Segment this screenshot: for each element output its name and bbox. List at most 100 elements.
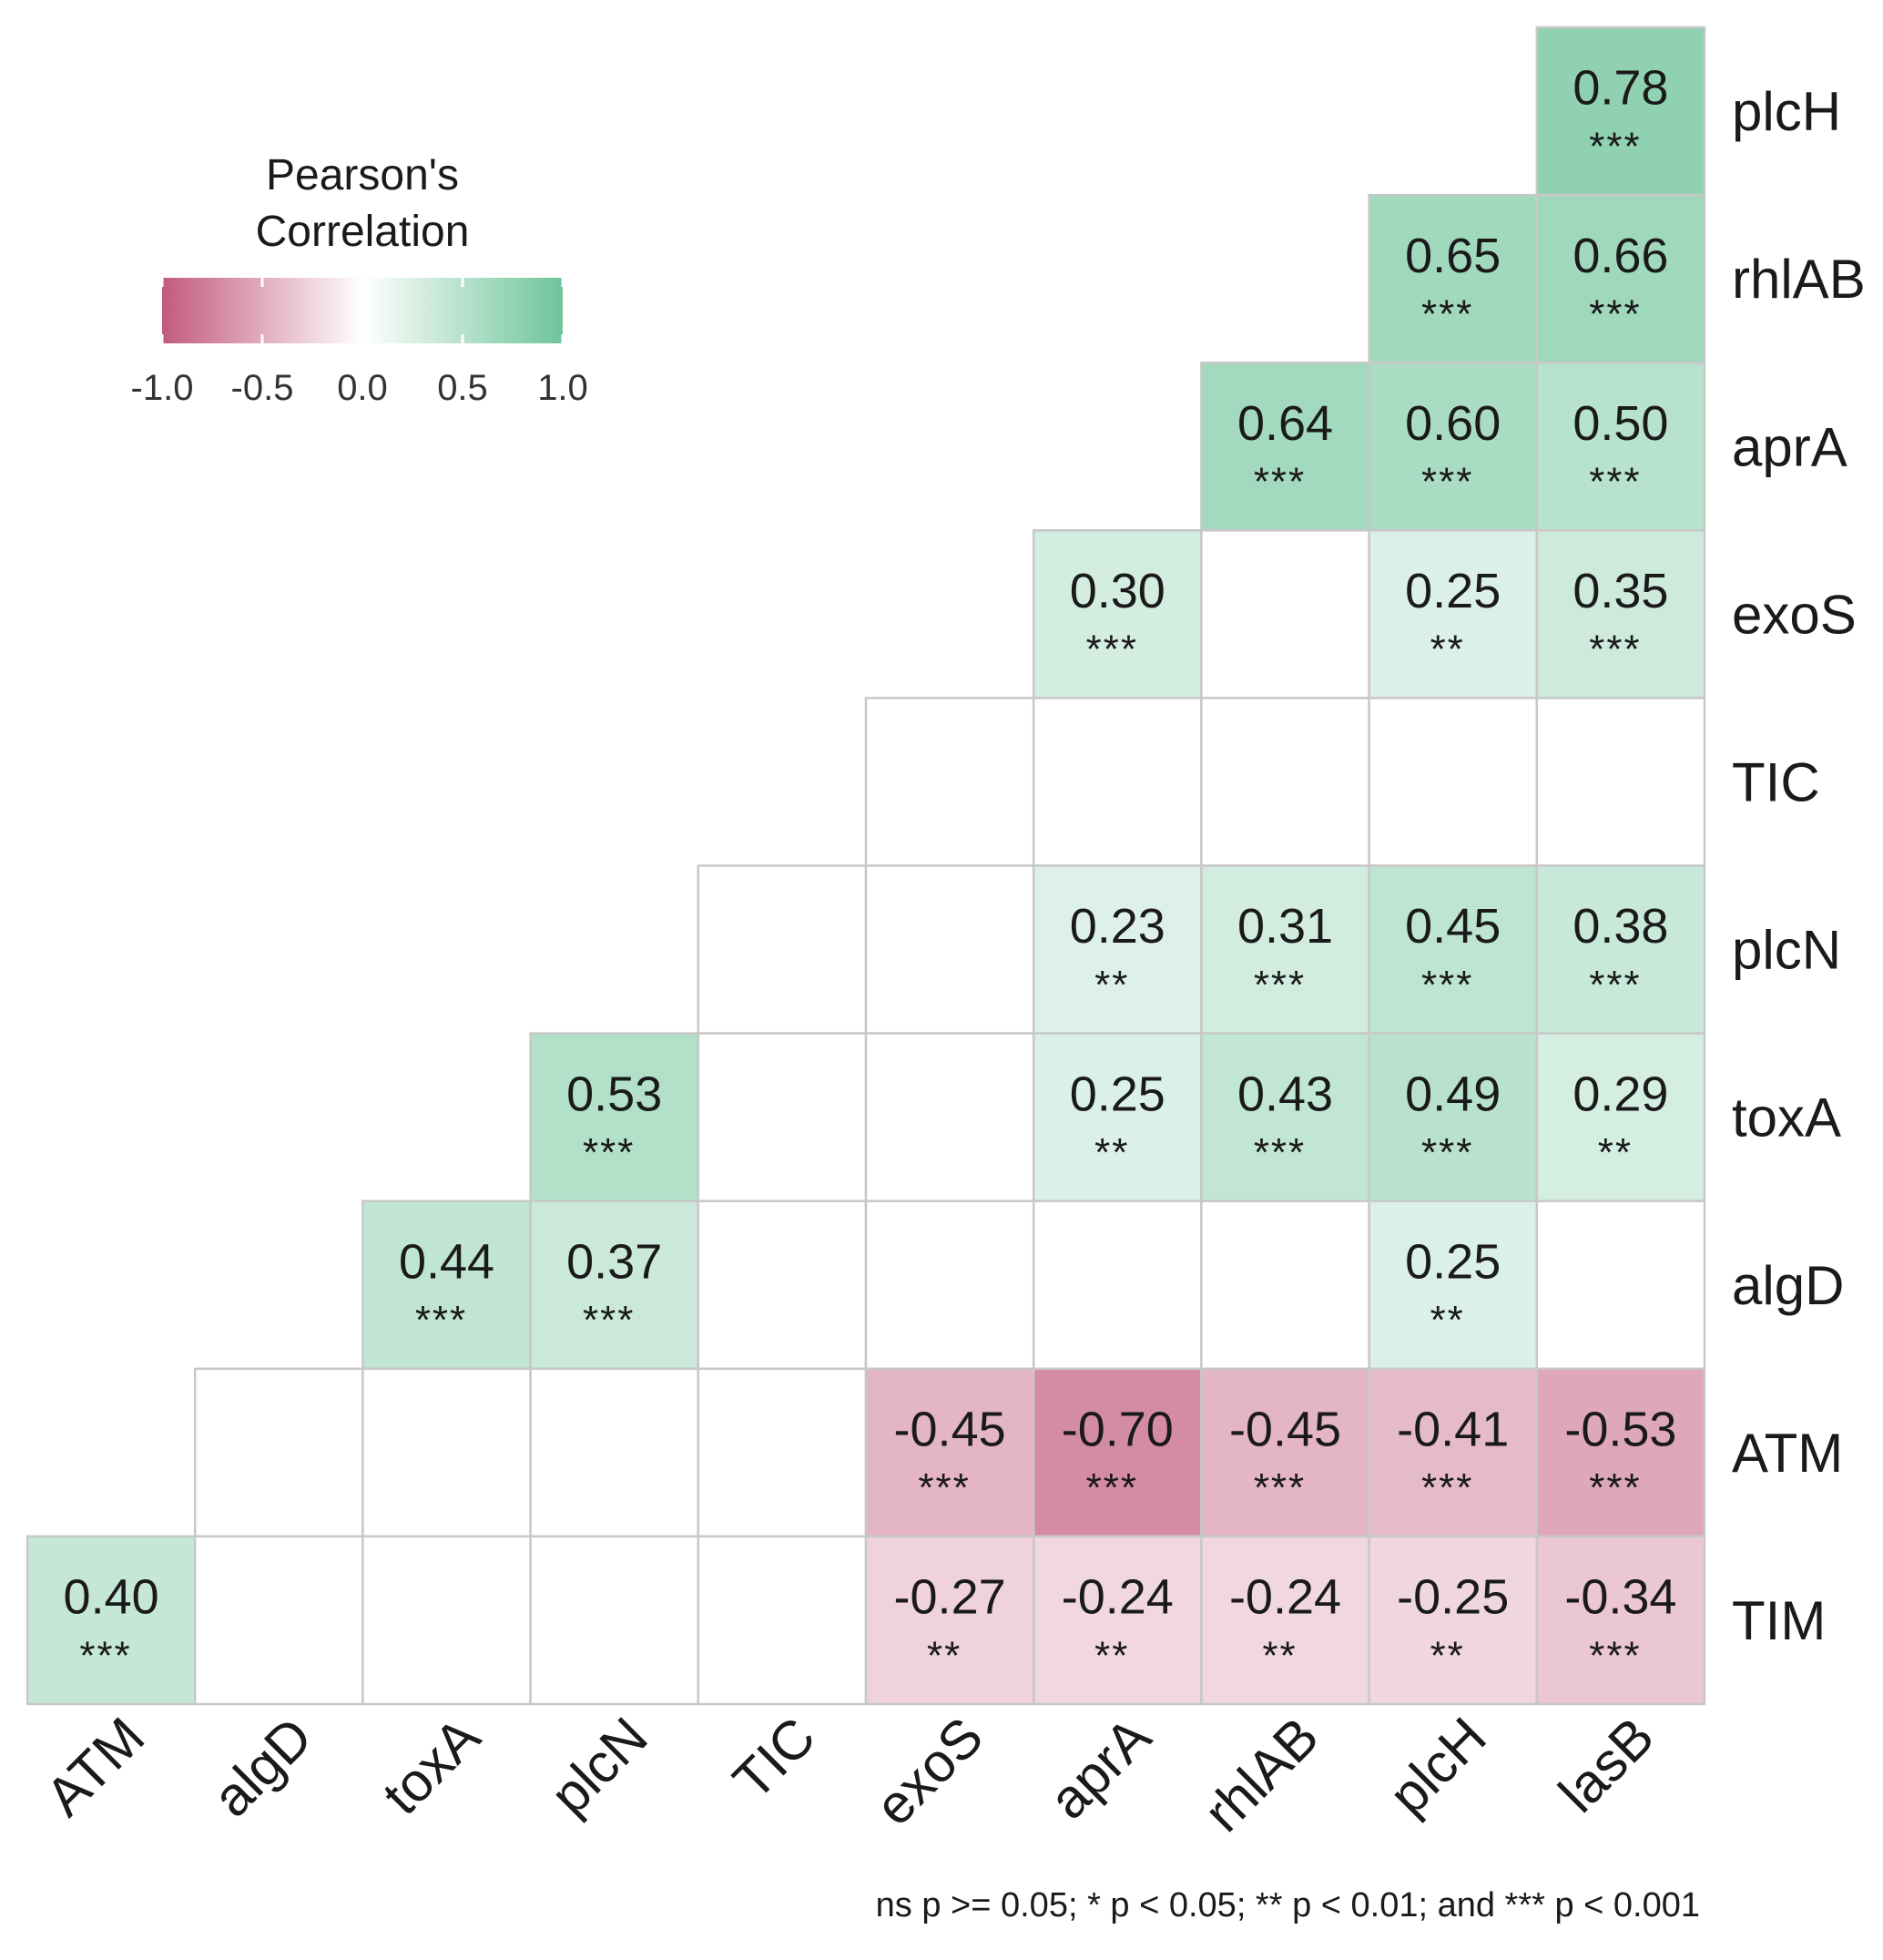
heatmap-cell-rect bbox=[697, 1032, 868, 1202]
heatmap-cell-rect bbox=[864, 1032, 1035, 1202]
cell-value-label: -0.27 bbox=[894, 1570, 1006, 1625]
heatmap-cell: 0.31 *** bbox=[1200, 864, 1370, 1035]
cell-significance-label: *** bbox=[583, 1130, 635, 1175]
heatmap-cell bbox=[1200, 1199, 1370, 1371]
heatmap-cell: 0.35 *** bbox=[1535, 529, 1706, 699]
cell-value-label: 0.31 bbox=[1237, 899, 1333, 954]
heatmap-cell-rect bbox=[1368, 1032, 1539, 1202]
column-label-plcn: plcN bbox=[539, 1706, 659, 1826]
cell-significance-label: *** bbox=[415, 1298, 467, 1342]
cell-significance-label: ** bbox=[1094, 1633, 1129, 1678]
cell-significance-label: *** bbox=[1589, 963, 1641, 1007]
heatmap-cell bbox=[864, 697, 1035, 867]
heatmap-cell-rect bbox=[1200, 1032, 1370, 1202]
cell-value-label: 0.30 bbox=[1070, 564, 1165, 618]
heatmap-cell: 0.25 ** bbox=[1368, 529, 1539, 699]
cell-significance-label: *** bbox=[1254, 460, 1306, 505]
heatmap-cell-rect bbox=[1200, 697, 1370, 867]
cell-value-label: 0.78 bbox=[1573, 61, 1668, 116]
heatmap-cell-rect bbox=[1535, 697, 1706, 867]
cell-significance-label: *** bbox=[1086, 1465, 1138, 1510]
heatmap-cell bbox=[1535, 1199, 1706, 1371]
heatmap-cell: 0.45 *** bbox=[1368, 864, 1539, 1035]
column-label-plch: plcH bbox=[1378, 1706, 1498, 1826]
cell-significance-label: *** bbox=[1421, 292, 1473, 337]
column-label-toxa: toxA bbox=[371, 1706, 491, 1826]
heatmap-cell-rect bbox=[1535, 26, 1706, 197]
cell-value-label: 0.64 bbox=[1237, 396, 1333, 451]
heatmap-cell-rect bbox=[697, 1199, 868, 1371]
cell-value-label: -0.45 bbox=[894, 1402, 1006, 1456]
heatmap-cell-rect bbox=[1535, 1199, 1706, 1371]
heatmap-cell-rect bbox=[1535, 193, 1706, 364]
heatmap-cell-rect bbox=[1200, 864, 1370, 1035]
cell-value-label: 0.38 bbox=[1573, 899, 1668, 954]
cell-significance-label: ** bbox=[1262, 1633, 1297, 1678]
cell-value-label: 0.44 bbox=[399, 1234, 494, 1289]
cell-value-label: 0.25 bbox=[1405, 1234, 1501, 1289]
cell-significance-label: *** bbox=[1589, 1465, 1641, 1510]
heatmap-cell-rect bbox=[1032, 1367, 1203, 1538]
heatmap-cell-rect bbox=[1368, 1535, 1539, 1706]
cell-significance-label: ** bbox=[1430, 1633, 1465, 1678]
row-label-apra: aprA bbox=[1732, 416, 1847, 477]
heatmap-cell bbox=[697, 1199, 868, 1371]
color-legend: Pearson's Correlation -1.0 -0.5 0.0 0.5 1.0 bbox=[131, 151, 588, 408]
heatmap-cell-rect bbox=[1200, 1199, 1370, 1371]
legend-tick-label: 1.0 bbox=[537, 368, 588, 408]
legend-tick-label: -1.0 bbox=[131, 368, 194, 408]
heatmap-cell: -0.45 *** bbox=[864, 1367, 1035, 1538]
column-label-tic: TIC bbox=[721, 1706, 827, 1812]
heatmap-cell: 0.37 *** bbox=[529, 1199, 700, 1371]
legend-tick-label: 0.0 bbox=[337, 368, 388, 408]
heatmap-cell: 0.66 *** bbox=[1535, 193, 1706, 364]
heatmap-cell: 0.38 *** bbox=[1535, 864, 1706, 1035]
cell-significance-label: *** bbox=[1254, 1130, 1306, 1175]
heatmap-cell-rect bbox=[864, 697, 1035, 867]
heatmap-cell-rect bbox=[1368, 529, 1539, 699]
heatmap-cell bbox=[864, 1199, 1035, 1371]
cell-significance-label: *** bbox=[1589, 628, 1641, 672]
heatmap-cell-rect bbox=[361, 1199, 532, 1371]
heatmap-cell: -0.27 ** bbox=[864, 1535, 1035, 1706]
heatmap-cell-rect bbox=[864, 864, 1035, 1035]
cell-value-label: -0.45 bbox=[1229, 1402, 1341, 1456]
cell-value-label: -0.25 bbox=[1397, 1570, 1509, 1625]
heatmap-cell bbox=[193, 1535, 364, 1706]
heatmap-cell: -0.24 ** bbox=[1032, 1535, 1203, 1706]
heatmap-cell bbox=[193, 1367, 364, 1538]
heatmap-cell: 0.25 ** bbox=[1368, 1199, 1539, 1371]
cell-value-label: 0.60 bbox=[1405, 396, 1501, 451]
heatmap-cell bbox=[1200, 529, 1370, 699]
cell-value-label: 0.35 bbox=[1573, 564, 1668, 618]
row-label-tim: TIM bbox=[1732, 1590, 1826, 1651]
cell-significance-label: ** bbox=[1430, 1298, 1465, 1342]
heatmap-cell bbox=[697, 1032, 868, 1202]
cell-significance-label: *** bbox=[79, 1633, 131, 1678]
heatmap-cell: -0.41 *** bbox=[1368, 1367, 1539, 1538]
heatmap-cell: -0.25 ** bbox=[1368, 1535, 1539, 1706]
cell-value-label: -0.41 bbox=[1397, 1402, 1509, 1456]
legend-title-line-2: Correlation bbox=[256, 208, 470, 256]
cell-significance-label: ** bbox=[1430, 628, 1465, 672]
legend-title-line-1: Pearson's bbox=[266, 151, 459, 199]
row-label-tic: TIC bbox=[1732, 751, 1820, 812]
heatmap-cell: 0.64 *** bbox=[1200, 361, 1370, 532]
cell-value-label: 0.29 bbox=[1573, 1067, 1668, 1121]
heatmap-cell: 0.50 *** bbox=[1535, 361, 1706, 532]
cell-significance-label: *** bbox=[1254, 1465, 1306, 1510]
row-label-exos: exoS bbox=[1732, 584, 1857, 645]
cell-value-label: 0.43 bbox=[1237, 1067, 1333, 1121]
cell-significance-label: ** bbox=[1598, 1130, 1633, 1175]
column-label-apra: aprA bbox=[1037, 1706, 1162, 1831]
cell-value-label: 0.65 bbox=[1405, 229, 1501, 283]
heatmap-cell-rect bbox=[1032, 529, 1203, 699]
cell-significance-label: *** bbox=[1086, 628, 1138, 672]
heatmap-cell bbox=[361, 1535, 532, 1706]
heatmap-cell: 0.53 *** bbox=[529, 1032, 700, 1202]
row-label-rhlab: rhlAB bbox=[1732, 249, 1866, 310]
heatmap-cell: 0.25 ** bbox=[1032, 1032, 1203, 1202]
heatmap-cell: 0.30 *** bbox=[1032, 529, 1203, 699]
heatmap-cell-rect bbox=[864, 1367, 1035, 1538]
heatmap-cell bbox=[1032, 1199, 1203, 1371]
